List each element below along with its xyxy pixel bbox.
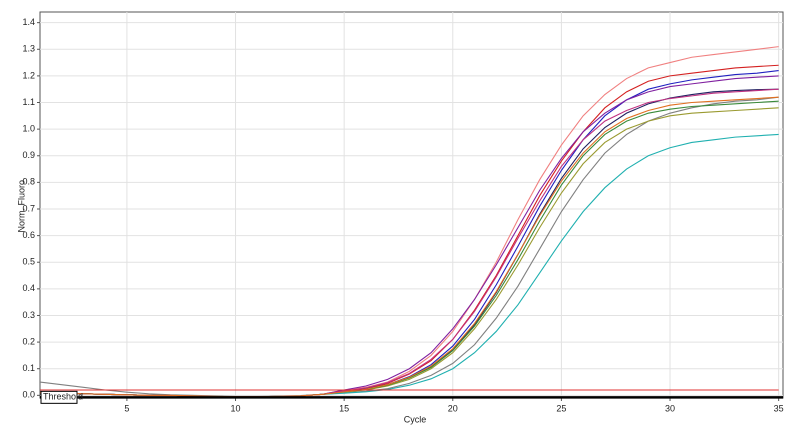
threshold-label: Threshold xyxy=(43,392,83,402)
y-tick-label: 0.4 xyxy=(22,283,35,293)
x-tick-label: 10 xyxy=(231,403,241,413)
y-tick-label: 0.8 xyxy=(22,177,35,187)
y-tick-label: 0.1 xyxy=(22,363,35,373)
threshold-label-box xyxy=(40,390,78,404)
plot-frame xyxy=(39,11,784,399)
x-tick-label: 35 xyxy=(774,403,784,413)
y-tick-label: 1.0 xyxy=(22,124,35,134)
y-tick-label: 1.2 xyxy=(22,70,35,80)
y-tick-label: 0.9 xyxy=(22,150,35,160)
amplification-curve xyxy=(39,96,779,398)
x-tick-label: 5 xyxy=(124,403,129,413)
y-tick-label: 1.1 xyxy=(22,97,35,107)
y-tick-label: 0.0 xyxy=(22,390,35,400)
x-axis-title: Cycle xyxy=(404,414,427,424)
x-tick-label: 20 xyxy=(448,403,458,413)
x-tick-label: 25 xyxy=(556,403,566,413)
y-axis-title: Norm. Fluoro. xyxy=(16,177,26,232)
y-tick-label: 0.7 xyxy=(22,203,35,213)
y-tick-label: 1.3 xyxy=(22,44,35,54)
x-tick-label: 15 xyxy=(339,403,349,413)
y-tick-label: 1.4 xyxy=(22,17,35,27)
y-tick-label: 0.2 xyxy=(22,336,35,346)
x-tick-label: 30 xyxy=(665,403,675,413)
amplification-curve xyxy=(39,96,779,397)
y-tick-label: 0.5 xyxy=(22,257,35,267)
y-tick-label: 0.3 xyxy=(22,310,35,320)
y-tick-label: 0.6 xyxy=(22,230,35,240)
